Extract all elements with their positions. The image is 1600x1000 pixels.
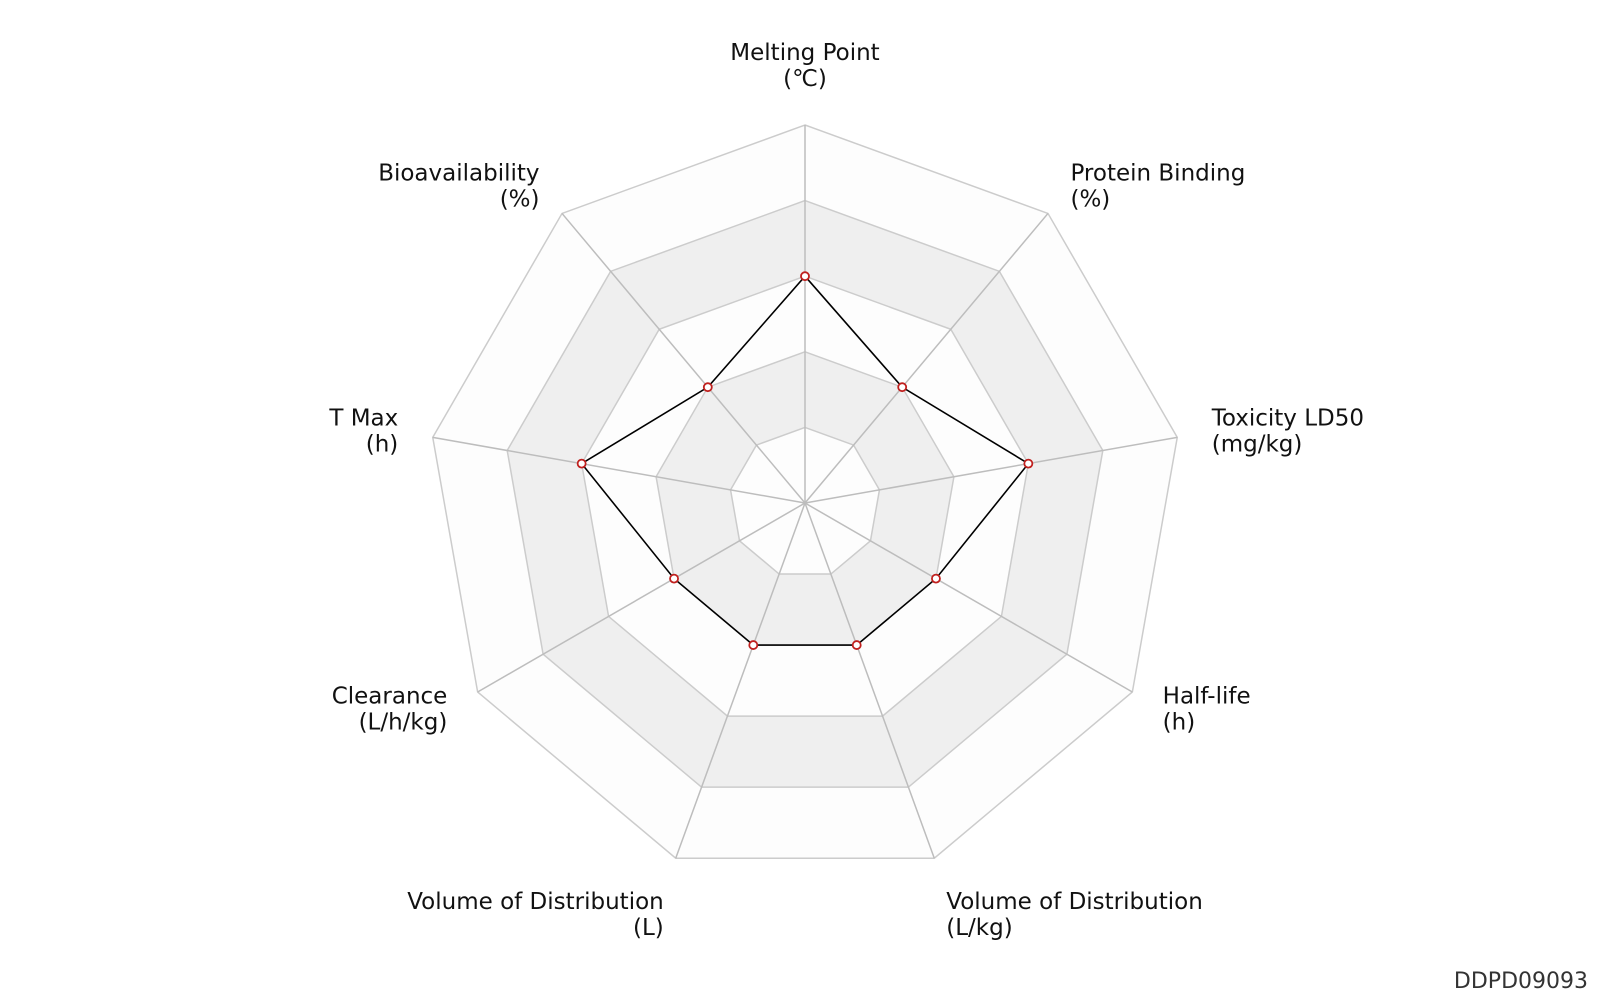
axis-label-3: Half-life (h) — [1163, 684, 1251, 736]
axis-label-0: Melting Point (℃) — [730, 40, 879, 92]
axis-label-unit: (℃) — [783, 66, 827, 92]
radar-series — [580, 274, 1030, 646]
radar-points — [576, 271, 1034, 650]
axis-label-5: Volume of Distribution (L) — [407, 889, 664, 941]
data-point-6 — [669, 573, 679, 584]
data-point-7 — [576, 458, 587, 469]
axis-spoke-5 — [675, 502, 806, 859]
axis-label-name: Volume of Distribution — [946, 889, 1203, 915]
axis-label-unit: (L/kg) — [946, 915, 1012, 941]
axis-label-name: Half-life — [1163, 684, 1251, 710]
axis-label-name: Bioavailability — [378, 161, 539, 187]
axis-label-unit: (%) — [1070, 187, 1110, 213]
axis-label-name: T Max — [328, 405, 398, 431]
axis-label-unit: (L) — [633, 915, 664, 941]
axis-label-6: Clearance (L/h/kg) — [332, 684, 448, 736]
grid-ring-1 — [729, 426, 881, 575]
radar-axis-labels: Melting Point (℃)Protein Binding (%)Toxici… — [328, 40, 1364, 941]
data-point-1 — [897, 382, 908, 393]
data-point-8 — [702, 382, 713, 393]
grid-ring-5 — [431, 124, 1179, 859]
axis-spoke-3 — [804, 502, 1133, 693]
axis-label-unit: (%) — [500, 187, 540, 213]
axis-spoke-8 — [561, 212, 806, 504]
axis-label-unit: (h) — [1163, 710, 1196, 736]
grid-ring-4 — [506, 199, 1104, 788]
data-point-3 — [931, 573, 941, 584]
axis-spoke-6 — [477, 502, 806, 693]
axis-spoke-2 — [804, 436, 1178, 504]
series-line-0 — [580, 274, 1030, 646]
axis-spoke-7 — [432, 436, 806, 504]
axis-label-2: Toxicity LD50 (mg/kg) — [1211, 405, 1364, 457]
axis-spoke-1 — [804, 212, 1049, 504]
axis-label-name: Toxicity LD50 — [1211, 405, 1364, 431]
data-point-5 — [748, 640, 759, 650]
axis-spoke-4 — [804, 502, 935, 859]
grid-ring-3 — [580, 275, 1030, 717]
data-point-4 — [851, 640, 862, 650]
axis-label-unit: (h) — [366, 431, 399, 457]
axis-label-name: Volume of Distribution — [407, 889, 664, 915]
axis-label-name: Clearance — [332, 684, 448, 710]
axis-label-8: Bioavailability (%) — [378, 161, 539, 213]
axis-label-4: Volume of Distribution (L/kg) — [946, 889, 1203, 941]
data-point-0 — [800, 271, 810, 282]
data-point-2 — [1023, 458, 1034, 469]
axis-label-7: T Max (h) — [328, 405, 398, 457]
radar-axes — [432, 125, 1178, 859]
axis-label-name: Melting Point — [730, 40, 879, 66]
axis-label-1: Protein Binding (%) — [1070, 161, 1245, 213]
axis-label-unit: (L/h/kg) — [359, 710, 448, 736]
axis-label-unit: (mg/kg) — [1212, 431, 1303, 457]
compound-id-label: DDPD09093 — [1453, 969, 1588, 994]
axis-label-name: Protein Binding — [1070, 161, 1245, 187]
